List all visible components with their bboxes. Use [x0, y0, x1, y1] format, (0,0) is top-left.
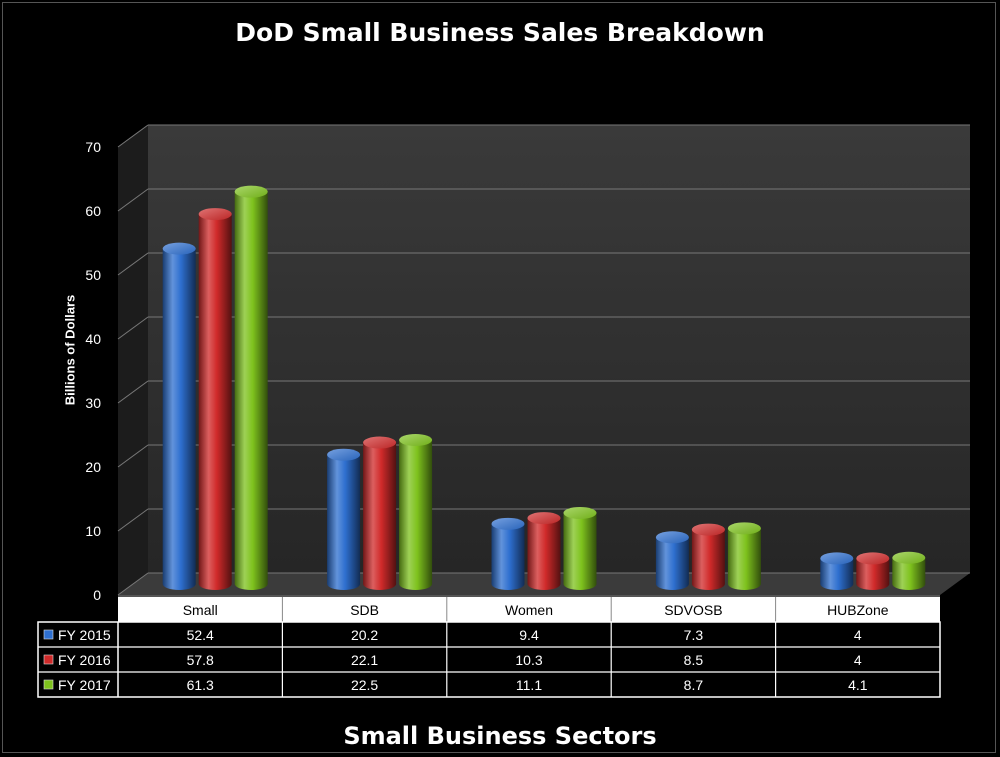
data-label: 8.5: [684, 652, 704, 668]
bar-body: [727, 528, 761, 590]
data-label: 10.3: [515, 652, 542, 668]
data-label: 22.5: [351, 677, 378, 693]
category-label: Small: [183, 602, 218, 618]
bar-top: [892, 551, 926, 564]
bar-top: [856, 552, 890, 565]
gridline-diag: [117, 316, 149, 340]
legend-entry: FY 2015: [58, 627, 111, 643]
bar: [727, 522, 761, 590]
bar-body: [327, 454, 361, 590]
bar: [563, 506, 597, 590]
gridline-diag: [117, 572, 149, 596]
data-label: 4.1: [848, 677, 868, 693]
bar-body: [820, 558, 854, 590]
bar: [527, 512, 561, 590]
data-label: 22.1: [351, 652, 378, 668]
bar: [399, 434, 433, 590]
bar-top: [234, 185, 268, 198]
bar: [820, 552, 854, 590]
y-tick-label: 0: [93, 587, 101, 603]
bar-body: [856, 558, 890, 590]
y-tick-label: 50: [85, 267, 101, 283]
side-wall: [118, 125, 148, 595]
bar: [327, 448, 361, 590]
bar: [491, 517, 525, 590]
legend-entry: FY 2016: [58, 652, 111, 668]
chart-title: DoD Small Business Sales Breakdown: [235, 18, 765, 47]
y-tick-label: 30: [85, 395, 101, 411]
bar-top: [527, 512, 561, 525]
data-label: 8.7: [684, 677, 704, 693]
category-label: HUBZone: [827, 602, 889, 618]
bar-body: [892, 557, 926, 590]
gridline-diag: [117, 252, 149, 276]
category-label: SDB: [350, 602, 379, 618]
data-label: 4: [854, 627, 862, 643]
bar-top: [327, 448, 361, 461]
y-tick-label: 60: [85, 203, 101, 219]
bar: [162, 242, 196, 590]
data-label: 4: [854, 652, 862, 668]
bar-body: [198, 214, 232, 590]
bar-body: [655, 537, 689, 590]
y-tick-label: 40: [85, 331, 101, 347]
data-label: 52.4: [187, 627, 214, 643]
bar: [892, 551, 926, 590]
legend-swatch: [43, 629, 54, 640]
bar-body: [363, 442, 397, 590]
data-label: 61.3: [187, 677, 214, 693]
bar-body: [563, 512, 597, 590]
legend-entry: FY 2017: [58, 677, 111, 693]
bar-top: [162, 242, 196, 255]
table-body: [37, 621, 941, 698]
bar: [198, 208, 232, 590]
bar-body: [399, 440, 433, 590]
bar-body: [491, 523, 525, 590]
back-wall: [148, 125, 970, 573]
bar-top: [655, 531, 689, 544]
y-tick-label: 10: [85, 523, 101, 539]
bar-top: [563, 506, 597, 519]
y-tick-label: 20: [85, 459, 101, 475]
bar-body: [234, 191, 268, 590]
bar-top: [363, 436, 397, 449]
table-header-bg: [118, 597, 940, 622]
bar-body: [691, 529, 725, 590]
category-label: SDVOSB: [664, 602, 722, 618]
gridline-diag: [117, 508, 149, 532]
bar-top: [727, 522, 761, 535]
gridline-diag: [117, 188, 149, 212]
bar-top: [820, 552, 854, 565]
bar: [363, 436, 397, 590]
bar: [856, 552, 890, 590]
gridline-diag: [117, 124, 149, 148]
bar-top: [399, 434, 433, 446]
bar: [655, 531, 689, 590]
legend-swatch: [43, 679, 54, 690]
gridline-diag: [117, 444, 149, 468]
gridline-diag: [117, 380, 149, 404]
bar-body: [527, 518, 561, 590]
y-tick-label: 70: [85, 139, 101, 155]
bar-top: [691, 523, 725, 536]
data-label: 11.1: [516, 677, 542, 693]
bar: [691, 523, 725, 590]
bar: [234, 185, 268, 590]
data-label: 57.8: [187, 652, 214, 668]
data-label: 20.2: [351, 627, 378, 643]
data-label: 7.3: [684, 627, 704, 643]
bar-top: [198, 208, 232, 221]
data-label: 9.4: [519, 627, 539, 643]
bar-body: [162, 248, 196, 590]
legend-swatch: [43, 654, 54, 665]
x-axis-label: Small Business Sectors: [343, 722, 657, 750]
category-label: Women: [505, 602, 553, 618]
bar-top: [491, 517, 525, 530]
